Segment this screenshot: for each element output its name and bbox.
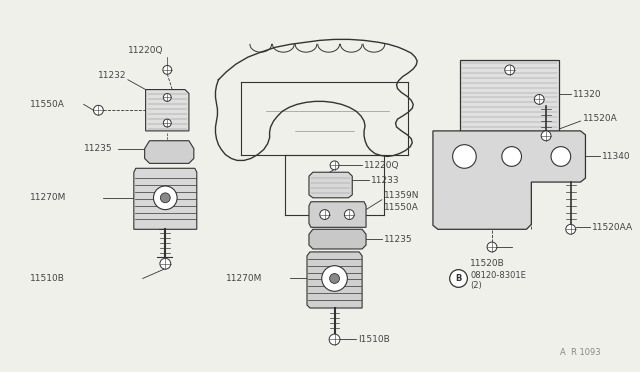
Circle shape [534,94,544,104]
Circle shape [330,273,339,283]
Text: 11359N: 11359N [384,191,419,201]
Text: I1510B: I1510B [358,335,390,344]
Polygon shape [309,202,366,227]
Text: 11340: 11340 [602,152,631,161]
Circle shape [541,131,551,141]
Circle shape [329,334,340,345]
Text: 11220Q: 11220Q [128,46,163,55]
Polygon shape [433,131,586,229]
Circle shape [154,186,177,209]
Text: 11270M: 11270M [227,274,262,283]
Polygon shape [145,141,194,163]
Text: 11235: 11235 [384,235,412,244]
Circle shape [505,65,515,75]
Text: 11520A: 11520A [582,113,617,123]
Text: 11510B: 11510B [29,274,65,283]
Circle shape [160,258,171,269]
Circle shape [566,224,575,234]
Text: 11270M: 11270M [29,193,66,202]
Text: 11233: 11233 [371,176,399,185]
Text: A  R 1093: A R 1093 [559,348,600,357]
Circle shape [487,242,497,252]
Polygon shape [309,229,366,249]
Text: 11520B: 11520B [470,259,505,268]
Text: 11550A: 11550A [29,100,65,109]
Polygon shape [309,172,352,198]
Circle shape [163,119,172,127]
Circle shape [161,193,170,203]
Circle shape [163,65,172,74]
Circle shape [551,147,571,166]
Polygon shape [134,168,196,229]
Circle shape [330,161,339,170]
Text: 11320: 11320 [573,90,602,99]
Text: 11220Q: 11220Q [364,161,399,170]
Circle shape [344,209,354,219]
Circle shape [452,145,476,168]
Polygon shape [307,252,362,308]
Polygon shape [146,90,189,131]
Circle shape [93,105,103,115]
Circle shape [502,147,522,166]
Circle shape [320,209,330,219]
Circle shape [163,93,172,102]
Circle shape [450,270,467,287]
Polygon shape [461,60,559,131]
Text: 08120-8301E
(2): 08120-8301E (2) [470,271,526,290]
Circle shape [322,266,348,291]
Text: 11232: 11232 [99,71,127,80]
Text: 11550A: 11550A [384,203,419,212]
Text: 11235: 11235 [84,144,112,153]
Text: B: B [455,274,461,283]
Text: 11520AA: 11520AA [593,223,634,232]
